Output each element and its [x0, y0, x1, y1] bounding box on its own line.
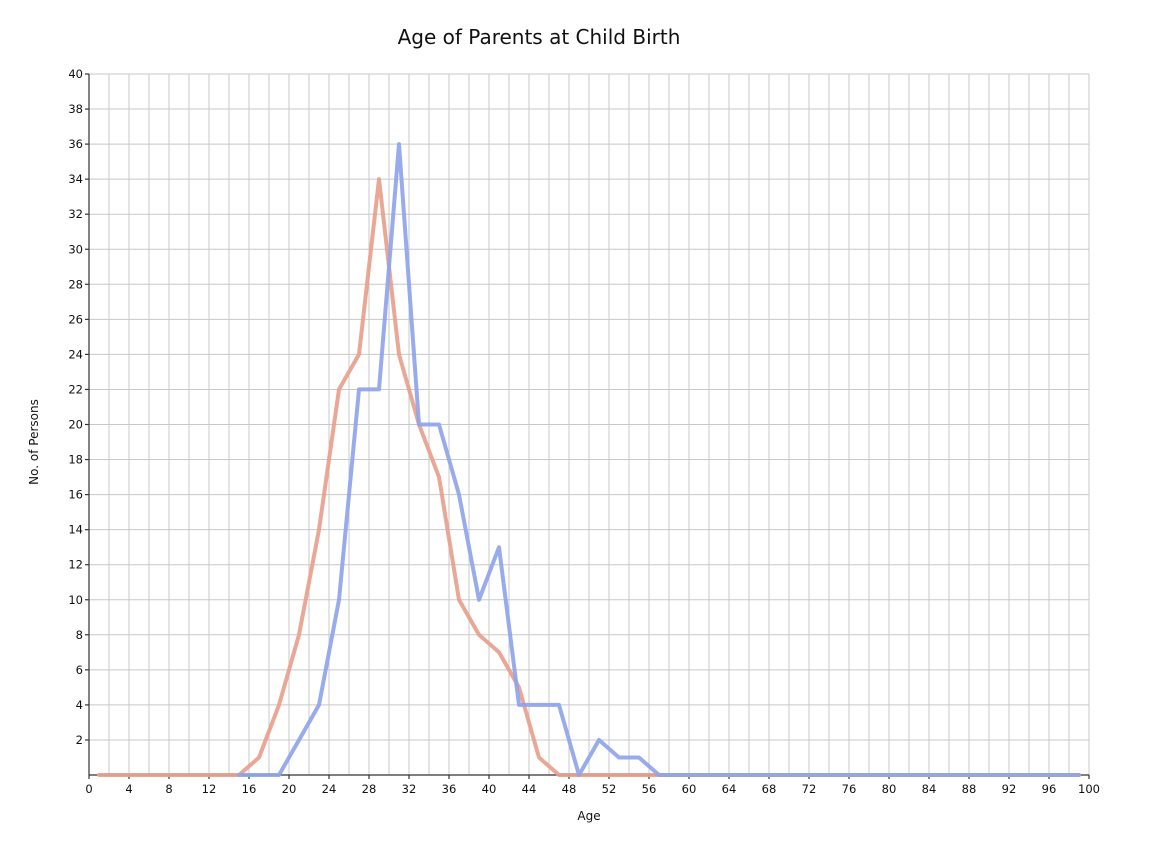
y-tick-label: 8: [76, 628, 83, 642]
x-tick-label: 8: [165, 782, 172, 796]
x-tick-label: 60: [682, 782, 697, 796]
series-lines: [97, 142, 1081, 777]
x-tick-label: 100: [1078, 782, 1100, 796]
x-tick-label: 28: [362, 782, 377, 796]
x-tick-label: 32: [402, 782, 417, 796]
x-tick-label: 88: [962, 782, 977, 796]
x-tick-label: 24: [322, 782, 337, 796]
x-tick-label: 84: [922, 782, 937, 796]
chart-title: Age of Parents at Child Birth: [398, 25, 681, 49]
y-tick-label: 14: [68, 523, 83, 537]
y-tick-label: 10: [68, 593, 83, 607]
x-tick-label: 36: [442, 782, 457, 796]
y-tick-label: 2: [76, 733, 83, 747]
x-tick-label: 56: [642, 782, 657, 796]
x-tick-label: 16: [242, 782, 257, 796]
x-tick-label: 68: [762, 782, 777, 796]
y-tick-label: 4: [76, 698, 83, 712]
grid-lines: [88, 73, 1090, 775]
x-tick-label: 20: [282, 782, 297, 796]
y-tick-label: 36: [68, 137, 83, 151]
x-tick-label: 80: [882, 782, 897, 796]
axes: [85, 73, 1090, 779]
y-tick-label: 38: [68, 102, 83, 116]
y-tick-label: 6: [76, 663, 83, 677]
y-tick-label: 40: [68, 67, 83, 81]
y-tick-label: 16: [68, 488, 83, 502]
x-tick-label: 40: [482, 782, 497, 796]
y-tick-label: 20: [68, 418, 83, 432]
y-tick-label: 32: [68, 207, 83, 221]
y-tick-label: 24: [68, 347, 83, 361]
y-tick-label: 34: [68, 172, 83, 186]
x-tick-label: 76: [842, 782, 857, 796]
x-tick-label: 12: [202, 782, 217, 796]
y-tick-label: 28: [68, 277, 83, 291]
y-tick-label: 22: [68, 382, 83, 396]
y-tick-label: 30: [68, 242, 83, 256]
y-tick-label: 26: [68, 312, 83, 326]
x-axis-label: Age: [577, 809, 600, 823]
x-tick-label: 72: [802, 782, 817, 796]
x-tick-label: 64: [722, 782, 737, 796]
series-line-2: [237, 142, 1081, 777]
x-tick-label: 4: [125, 782, 132, 796]
x-tick-labels: 0 4 8 12 16 20 24 28 32 36 40 44 48 52 56 60 64 68 72 76 80 8…: [85, 782, 1100, 796]
x-tick-label: 0: [85, 782, 92, 796]
y-axis-label: No. of Persons: [27, 399, 41, 485]
x-tick-label: 44: [522, 782, 537, 796]
y-tick-label: 18: [68, 453, 83, 467]
x-tick-label: 48: [562, 782, 577, 796]
y-tick-label: 12: [68, 558, 83, 572]
x-tick-label: 52: [602, 782, 617, 796]
x-tick-label: 92: [1002, 782, 1017, 796]
series-line-1: [97, 177, 1081, 777]
x-tick-label: 96: [1042, 782, 1057, 796]
